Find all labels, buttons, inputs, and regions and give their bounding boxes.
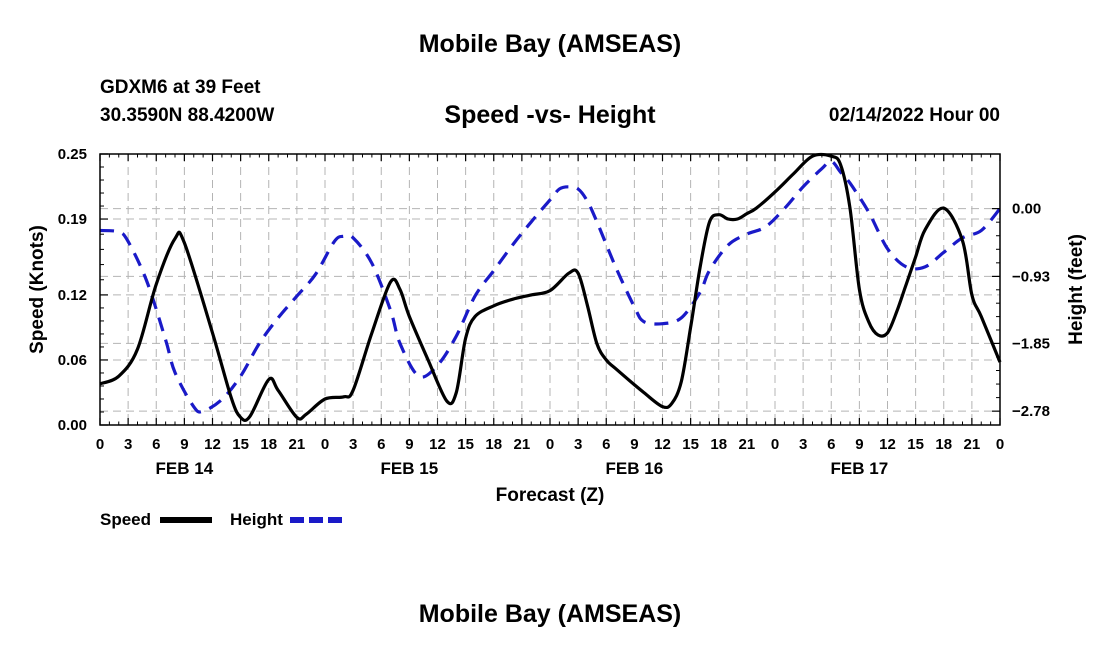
date-label: FEB 17 <box>831 459 889 478</box>
x-tick-label: 21 <box>514 436 531 453</box>
date-label: FEB 15 <box>381 459 439 478</box>
legend-label-height: Height <box>230 510 283 529</box>
y-right-tick-label: 0.00 <box>1012 201 1041 218</box>
x-tick-label: 18 <box>485 436 502 453</box>
x-tick-label: 15 <box>682 436 699 453</box>
x-tick-label: 3 <box>349 436 357 453</box>
x-tick-label: 6 <box>152 436 160 453</box>
y-left-tick-label: 0.00 <box>58 417 87 434</box>
x-tick-label: 15 <box>457 436 474 453</box>
date-label: FEB 16 <box>606 459 664 478</box>
x-tick-label: 3 <box>574 436 582 453</box>
x-tick-label: 0 <box>771 436 779 453</box>
x-tick-label: 9 <box>180 436 188 453</box>
x-tick-label: 18 <box>710 436 727 453</box>
x-tick-label: 0 <box>321 436 329 453</box>
series-speed-line <box>99 152 1002 422</box>
grid <box>100 154 1000 425</box>
footer-title: Mobile Bay (AMSEAS) <box>418 600 682 628</box>
legend-label-speed: Speed <box>100 510 151 529</box>
series-height-line <box>99 159 1002 414</box>
x-tick-label: 21 <box>739 436 756 453</box>
y-right-tick-label: −2.78 <box>1012 403 1050 420</box>
page-title: Mobile Bay (AMSEAS) <box>418 30 682 58</box>
y-axis-label-left: Speed (Knots) <box>27 225 48 354</box>
series-layer <box>99 152 1002 422</box>
y-left-tick-label: 0.25 <box>58 146 87 163</box>
y-left-tick-label: 0.19 <box>58 211 87 228</box>
x-tick-label: 15 <box>907 436 924 453</box>
x-tick-label: 9 <box>630 436 638 453</box>
x-axis-label: Forecast (Z) <box>496 485 605 506</box>
x-tick-label: 15 <box>232 436 249 453</box>
x-tick-label: 12 <box>429 436 446 453</box>
x-tick-label: 6 <box>602 436 610 453</box>
x-tick-label: 3 <box>124 436 132 453</box>
x-tick-label: 18 <box>260 436 277 453</box>
x-tick-label: 12 <box>654 436 671 453</box>
legend: Speed Height <box>100 510 342 529</box>
x-tick-label: 9 <box>405 436 413 453</box>
x-tick-label: 21 <box>289 436 306 453</box>
x-tick-label: 12 <box>879 436 896 453</box>
x-tick-label: 0 <box>96 436 104 453</box>
station-name: GDXM6 at 39 Feet <box>100 77 261 98</box>
y-left-tick-label: 0.06 <box>58 352 87 369</box>
x-tick-label: 0 <box>996 436 1004 453</box>
y-right-tick-label: −1.85 <box>1012 335 1050 352</box>
run-time: 02/14/2022 Hour 00 <box>828 105 1000 126</box>
x-tick-label: 9 <box>855 436 863 453</box>
x-tick-label: 6 <box>377 436 385 453</box>
x-tick-label: 18 <box>935 436 952 453</box>
date-label: FEB 14 <box>156 459 214 478</box>
chart-title: Speed -vs- Height <box>444 101 656 129</box>
x-tick-label: 0 <box>546 436 554 453</box>
x-tick-label: 12 <box>204 436 221 453</box>
y-axis-label-right: Height (feet) <box>1066 234 1087 345</box>
x-tick-label: 3 <box>799 436 807 453</box>
station-coordinates: 30.3590N 88.4200W <box>100 105 275 126</box>
x-tick-label: 6 <box>827 436 835 453</box>
y-right-tick-label: −0.93 <box>1012 268 1050 285</box>
y-left-tick-label: 0.12 <box>58 287 87 304</box>
x-tick-label: 21 <box>964 436 981 453</box>
axes: 0 3 6 9 12 15 18 21 0 3 6 9 12 15 18 21 0 3 6 9 12 15 18 21 0 3 6 9… <box>58 146 1050 478</box>
